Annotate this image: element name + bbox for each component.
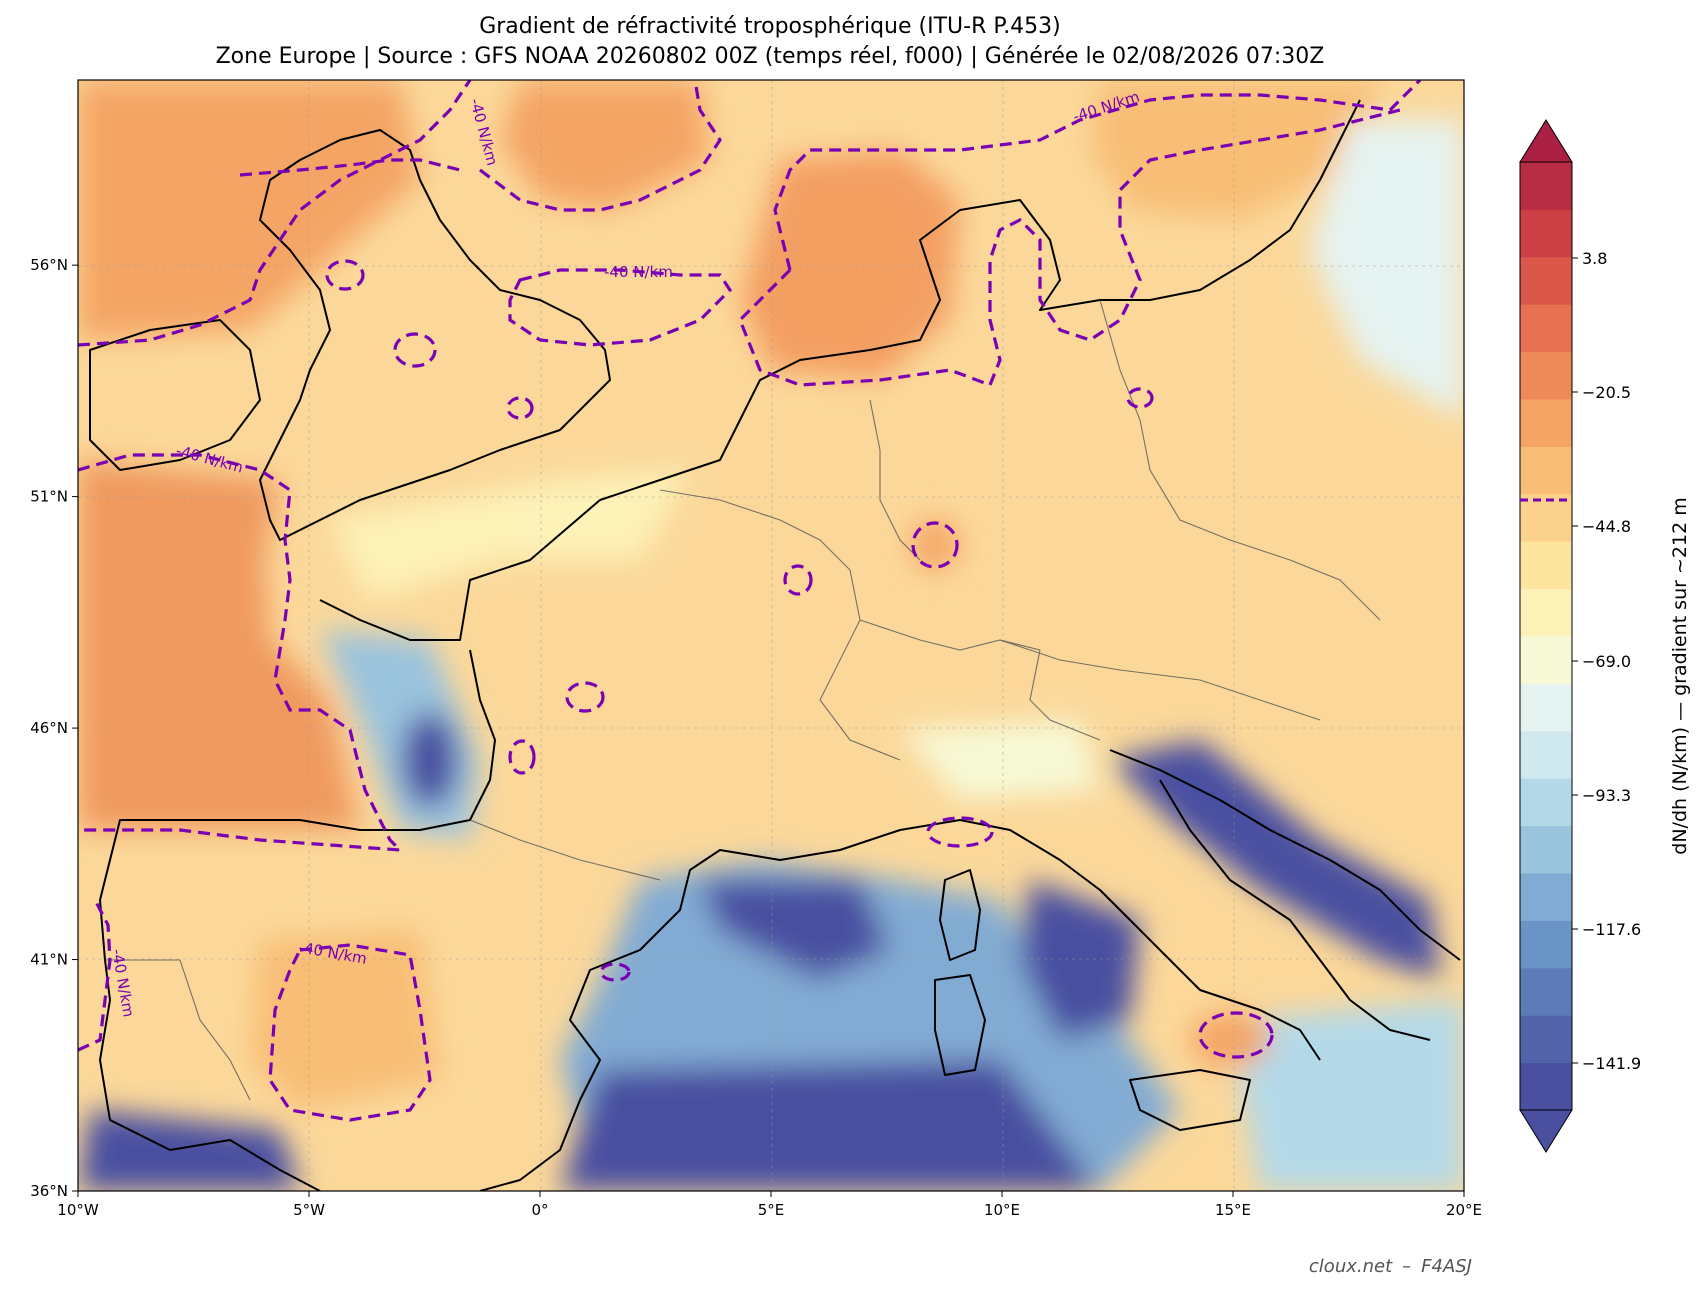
- chart-subtitle: Zone Europe | Source : GFS NOAA 20260802…: [215, 44, 1325, 69]
- colorbar-tick-label: −93.3: [1582, 786, 1631, 805]
- colorbar-tick-label: −69.0: [1582, 652, 1631, 671]
- x-tick-label: 5°E: [758, 1201, 785, 1219]
- colorbar-segment: [1520, 351, 1572, 400]
- coast-corsica: [939, 869, 981, 961]
- colorbar-segment: [1520, 541, 1572, 590]
- coast-south-france-italy: [479, 819, 1321, 1191]
- x-tick-label: 10°E: [984, 1201, 1020, 1219]
- colorbar-extend-max: [1519, 119, 1573, 163]
- colorbar-segment: [1520, 446, 1572, 495]
- colorbar-extend-min: [1519, 1109, 1573, 1153]
- gridlines: [78, 80, 1464, 1191]
- colorbar-tick-label: −141.9: [1582, 1054, 1641, 1073]
- colorbar-segment: [1520, 162, 1572, 210]
- coast-adriatic-west: [1159, 779, 1431, 1041]
- credit-call: F4ASJ: [1421, 1256, 1472, 1277]
- y-tick-label: 51°N: [30, 488, 68, 506]
- x-tick-label: 10°W: [57, 1201, 99, 1219]
- colorbar-tick-label: −20.5: [1582, 383, 1631, 402]
- gradient-field: [78, 80, 1464, 1191]
- colorbar-segment: [1520, 920, 1572, 969]
- coast-iberia: [99, 649, 496, 1191]
- colorbar-tick-label: −117.6: [1582, 920, 1641, 939]
- colorbar-segment: [1520, 683, 1572, 732]
- contours-minus40: [78, 80, 1422, 1122]
- colorbar-segment: [1520, 256, 1572, 305]
- coast-sicily: [1129, 1069, 1251, 1131]
- colorbar-segment: [1520, 209, 1572, 258]
- colorbar-segment: [1520, 636, 1572, 684]
- y-tick-label: 46°N: [30, 719, 68, 737]
- y-axis: 36°N 41°N 46°N 51°N 56°N: [30, 256, 78, 1200]
- x-tick-label: 20°E: [1446, 1201, 1482, 1219]
- coast-great-britain: [259, 129, 611, 541]
- chart-title: Gradient de réfractivité troposphérique …: [479, 14, 1061, 39]
- coastlines: [89, 99, 1461, 1191]
- colorbar-segment: [1520, 967, 1572, 1016]
- colorbar-tick-label: 3.8: [1582, 249, 1607, 268]
- credit-site: cloux.net: [1308, 1256, 1393, 1277]
- x-tick-label: 5°W: [293, 1201, 325, 1219]
- borders: [105, 299, 1381, 1101]
- colorbar-segment: [1520, 1062, 1572, 1111]
- credit: cloux.net – F4ASJ: [1309, 1256, 1472, 1277]
- colorbar-tick-label: −44.8: [1582, 517, 1631, 536]
- coast-adriatic-east: [1109, 749, 1461, 961]
- coast-north-continent: [319, 99, 1361, 641]
- colorbar-frame: [1519, 161, 1573, 1111]
- y-tick-label: 36°N: [30, 1182, 68, 1200]
- x-tick-label: 0°: [531, 1201, 548, 1219]
- x-axis: 10°W 5°W 0° 5°E 10°E 15°E 20°E: [57, 1191, 1482, 1219]
- colorbar-segment: [1520, 1015, 1572, 1064]
- colorbar-segment: [1520, 588, 1572, 637]
- x-tick-label: 15°E: [1215, 1201, 1251, 1219]
- colorbar-segment: [1520, 825, 1572, 874]
- colorbar-segment: [1520, 730, 1572, 779]
- colorbar: 3.8 −20.5 −44.8 −69.0 −93.3 −117.6 −141.9: [1519, 119, 1641, 1153]
- colorbar-segment: [1520, 778, 1572, 827]
- map-area: [78, 80, 1464, 1191]
- colorbar-segment: [1520, 399, 1572, 447]
- coast-sardinia: [934, 974, 986, 1076]
- colorbar-segment: [1520, 304, 1572, 353]
- colorbar-segment: [1520, 493, 1572, 542]
- y-tick-label: 41°N: [30, 951, 68, 969]
- coast-ireland: [89, 319, 261, 471]
- credit-separator: –: [1402, 1256, 1412, 1277]
- contour-label: -40 N/km: [604, 263, 673, 281]
- colorbar-label: dN/dh (N/km) — gradient sur ~212 m: [1669, 497, 1691, 854]
- y-tick-label: 56°N: [30, 256, 68, 274]
- colorbar-segment: [1520, 873, 1572, 921]
